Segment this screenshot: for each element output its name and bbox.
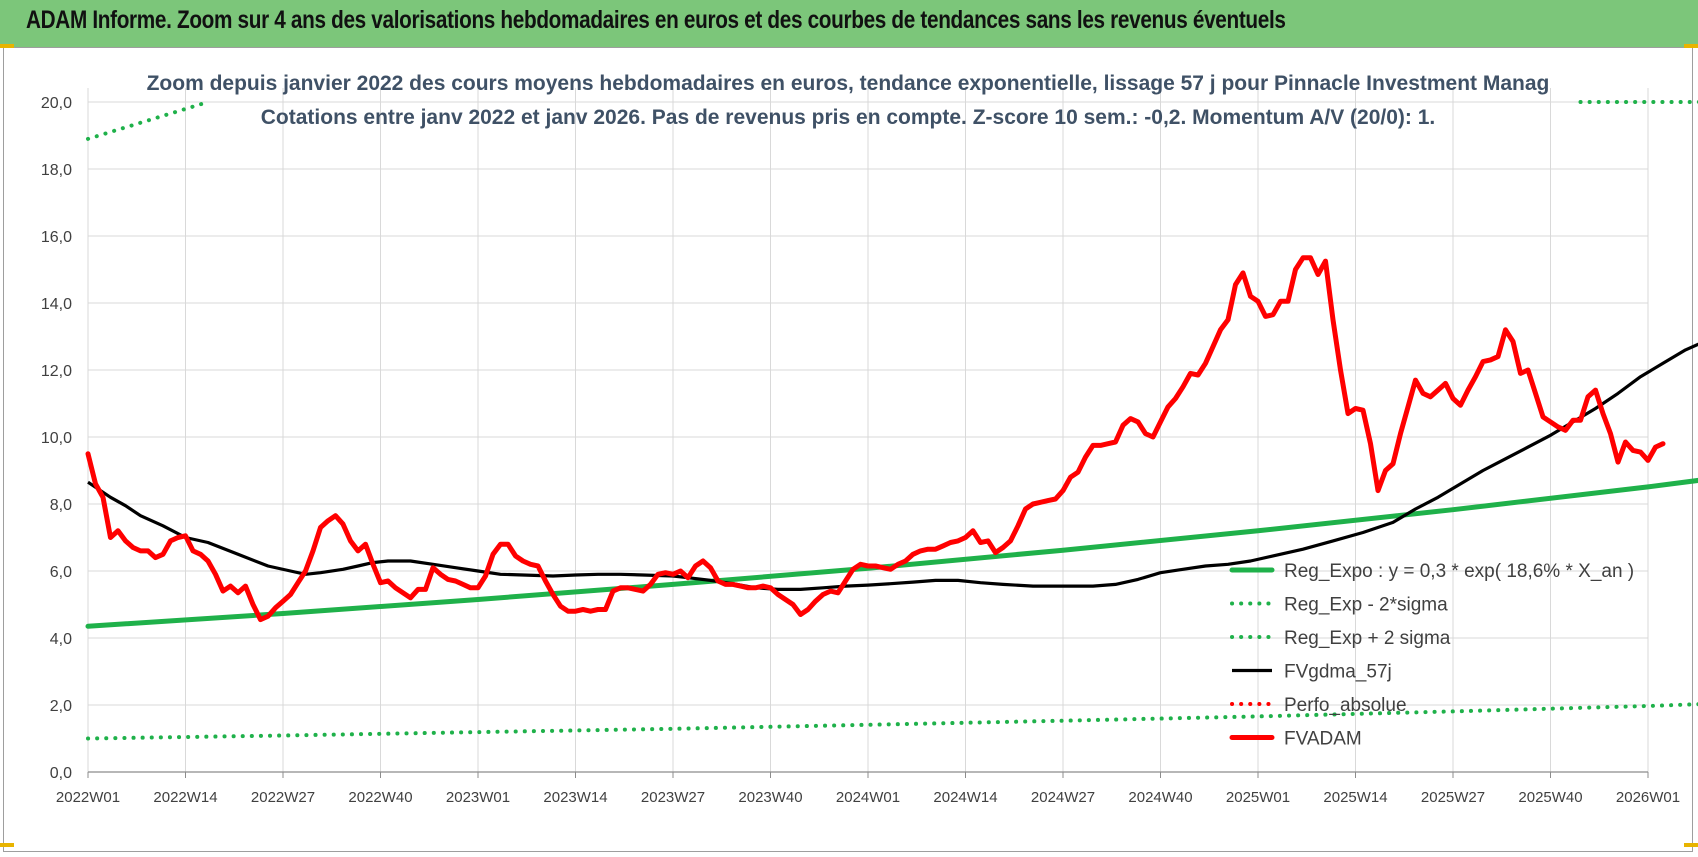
y-tick-label: 16,0 [41, 229, 72, 246]
frame-corner-top-right [1684, 44, 1698, 48]
y-tick-label: 0,0 [50, 765, 72, 782]
x-tick-label: 2022W14 [153, 789, 217, 806]
x-tick-label: 2024W27 [1031, 789, 1095, 806]
y-tick-label: 8,0 [50, 497, 72, 514]
legend-label: FVADAM [1284, 729, 1362, 750]
y-tick-label: 18,0 [41, 162, 72, 179]
legend-label: Reg_Exp + 2 sigma [1284, 628, 1451, 649]
legend-label: Perfo_absolue [1284, 695, 1407, 716]
x-tick-label: 2025W40 [1518, 789, 1582, 806]
y-tick-label: 4,0 [50, 631, 72, 648]
series-group [85, 100, 1698, 741]
series-line-reg-exp-2-sigma [86, 702, 1698, 741]
legend: Reg_Expo : y = 0,3 * exp( 18,6% * X_an )… [1229, 561, 1634, 750]
series-line-fvgdma-57j [87, 342, 1698, 591]
chart-title-line-1: Zoom depuis janvier 2022 des cours moyen… [147, 72, 1550, 95]
frame-corner-bottom-left [0, 843, 14, 847]
x-tick-label: 2022W27 [251, 789, 315, 806]
x-tick-label: 2022W01 [56, 789, 120, 806]
x-tick-label: 2023W01 [446, 789, 510, 806]
x-tick-label: 2026W01 [1616, 789, 1680, 806]
series-line-reg-exp-2-sigma [86, 100, 210, 141]
frame-corner-bottom-right [1684, 843, 1698, 847]
series-line-reg-expo-y-0-3-exp-18-6-x-an [85, 477, 1698, 629]
legend-label: Reg_Exp - 2*sigma [1284, 595, 1448, 616]
y-tick-label: 20,0 [41, 95, 72, 112]
x-tick-label: 2025W01 [1226, 789, 1290, 806]
x-tick-label: 2024W14 [933, 789, 997, 806]
x-tick-label: 2022W40 [348, 789, 412, 806]
x-tick-label: 2025W27 [1421, 789, 1485, 806]
y-tick-label: 2,0 [50, 698, 72, 715]
banner-title: ADAM Informe. Zoom sur 4 ans des valoris… [26, 6, 1286, 34]
y-tick-label: 6,0 [50, 564, 72, 581]
x-tick-label: 2023W27 [641, 789, 705, 806]
axis-labels: 0,0 2,0 4,0 6,0 8,0 10,0 12,0 14,0 16,0 18,0 20,0 2… [41, 95, 1680, 806]
frame-corner-top-left [0, 44, 14, 48]
x-tick-label: 2023W40 [738, 789, 802, 806]
y-tick-label: 12,0 [41, 363, 72, 380]
x-tick-label: 2024W40 [1128, 789, 1192, 806]
grid [87, 88, 1649, 778]
legend-label: FVgdma_57j [1284, 662, 1392, 683]
page-banner: ADAM Informe. Zoom sur 4 ans des valoris… [0, 0, 1698, 47]
chart-frame [3, 47, 1693, 852]
chart-title-line-2: Cotations entre janv 2022 et janv 2026. … [261, 106, 1435, 129]
legend-label: Reg_Expo : y = 0,3 * exp( 18,6% * X_an ) [1284, 561, 1634, 582]
x-tick-label: 2024W01 [836, 789, 900, 806]
x-tick-label: 2023W14 [543, 789, 607, 806]
series-line-fvadam [85, 255, 1666, 623]
y-tick-label: 14,0 [41, 296, 72, 313]
y-tick-label: 10,0 [41, 430, 72, 447]
x-tick-label: 2025W14 [1323, 789, 1387, 806]
